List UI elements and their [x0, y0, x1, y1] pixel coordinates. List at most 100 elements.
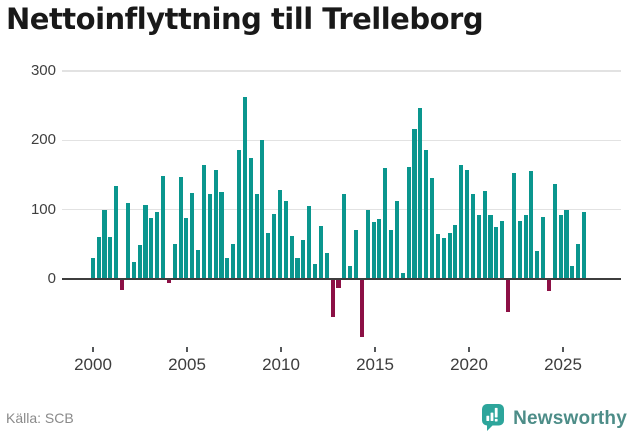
- bar-positive: [102, 209, 107, 279]
- zero-axis-line: [62, 278, 621, 281]
- bar-positive: [207, 193, 212, 279]
- grid-line: [62, 139, 621, 142]
- plot-area: 0 100 200 300 2000 2005 2010 2015 2020 2025: [30, 62, 621, 374]
- x-axis-tick-label: 2005: [168, 355, 206, 374]
- bar-positive: [307, 205, 312, 279]
- bar-positive: [482, 190, 487, 279]
- bar-positive: [149, 217, 154, 279]
- bar-positive: [459, 165, 464, 279]
- bar-positive: [201, 165, 206, 279]
- bar-positive: [529, 170, 534, 279]
- bar-positive: [558, 214, 563, 279]
- chart-title: Nettoinflyttning till Trelleborg: [6, 2, 484, 36]
- x-axis-tick-label: 2000: [74, 355, 112, 374]
- bar-positive: [342, 193, 347, 279]
- x-axis-tick-label: 2010: [262, 355, 300, 374]
- bar-positive: [406, 167, 411, 279]
- bar-positive: [447, 233, 452, 279]
- bar-positive: [470, 193, 475, 279]
- bar-positive: [541, 216, 546, 279]
- y-axis-tick-label: 300: [30, 62, 56, 79]
- bar-positive: [237, 150, 242, 279]
- bar-positive: [511, 172, 516, 279]
- bar-positive: [348, 265, 353, 279]
- bar-positive: [582, 212, 587, 279]
- x-axis-tick-mark: [92, 347, 94, 352]
- bar-positive: [400, 272, 405, 279]
- newsworthy-logo: Newsworthy: [482, 403, 627, 433]
- bar-positive: [272, 213, 277, 279]
- bar-positive: [137, 245, 142, 279]
- bar-positive: [465, 170, 470, 279]
- bar-positive: [365, 210, 370, 279]
- x-axis-tick-label: 2020: [450, 355, 488, 374]
- brand-name: Newsworthy: [513, 407, 627, 429]
- bar-positive: [260, 140, 265, 279]
- bar-positive: [429, 177, 435, 279]
- bar-positive: [283, 201, 288, 279]
- bar-positive: [242, 97, 247, 279]
- bar-positive: [125, 202, 130, 279]
- bar-positive: [96, 237, 101, 279]
- bar-positive: [155, 212, 160, 279]
- bar-positive: [412, 129, 417, 279]
- source-label: Källa: SCB: [6, 410, 74, 426]
- x-axis-tick-label: 2025: [544, 355, 582, 374]
- bar-positive: [213, 170, 218, 279]
- bar-positive: [576, 244, 581, 279]
- newsworthy-bubble-chart-icon: [482, 404, 505, 432]
- bar-positive: [184, 217, 189, 279]
- bar-positive: [178, 177, 183, 279]
- bar-negative: [546, 279, 552, 292]
- bar-positive: [295, 258, 300, 279]
- bar-positive: [371, 222, 376, 279]
- x-axis-tick-mark: [562, 347, 564, 352]
- bar-positive: [476, 215, 481, 279]
- bar-positive: [570, 265, 575, 279]
- bar-positive: [523, 215, 528, 279]
- bar-positive: [143, 204, 148, 279]
- bar-positive: [552, 184, 557, 279]
- bar-positive: [219, 192, 224, 279]
- bar-positive: [318, 226, 323, 279]
- x-axis-tick-label: 2015: [356, 355, 394, 374]
- bar-positive: [418, 108, 423, 279]
- x-axis-tick-mark: [280, 347, 282, 352]
- bar-positive: [377, 219, 382, 279]
- x-axis-tick-mark: [374, 347, 376, 352]
- bar-negative: [359, 279, 364, 338]
- bar-positive: [190, 193, 195, 279]
- bar-positive: [160, 176, 166, 279]
- bar-positive: [324, 253, 329, 279]
- bar-positive: [435, 233, 440, 279]
- bar-positive: [196, 249, 201, 279]
- bar-positive: [289, 236, 294, 279]
- bar-positive: [500, 220, 505, 279]
- x-axis-tick-mark: [186, 347, 188, 352]
- bar-positive: [248, 158, 253, 279]
- grid-line: [62, 70, 621, 72]
- bar-positive: [277, 190, 283, 279]
- bar-positive: [441, 238, 446, 279]
- bar-positive: [517, 221, 522, 279]
- bar-positive: [231, 243, 236, 279]
- bar-positive: [389, 230, 394, 279]
- bar-positive: [535, 251, 540, 279]
- y-axis-tick-label: 0: [47, 270, 56, 287]
- bar-positive: [90, 258, 95, 279]
- bar-positive: [108, 237, 113, 279]
- bar-positive: [353, 229, 359, 279]
- bar-positive: [488, 214, 493, 279]
- bar-positive: [172, 243, 177, 279]
- x-axis-tick-mark: [468, 347, 470, 352]
- bar-positive: [494, 227, 499, 279]
- bar-negative: [330, 279, 335, 318]
- bar-negative: [506, 279, 511, 313]
- bar-positive: [131, 261, 136, 279]
- y-axis-tick-label: 200: [30, 131, 56, 149]
- bar-negative: [166, 279, 171, 284]
- bar-positive: [453, 224, 458, 279]
- bar-positive: [424, 150, 429, 279]
- bar-negative: [336, 279, 341, 288]
